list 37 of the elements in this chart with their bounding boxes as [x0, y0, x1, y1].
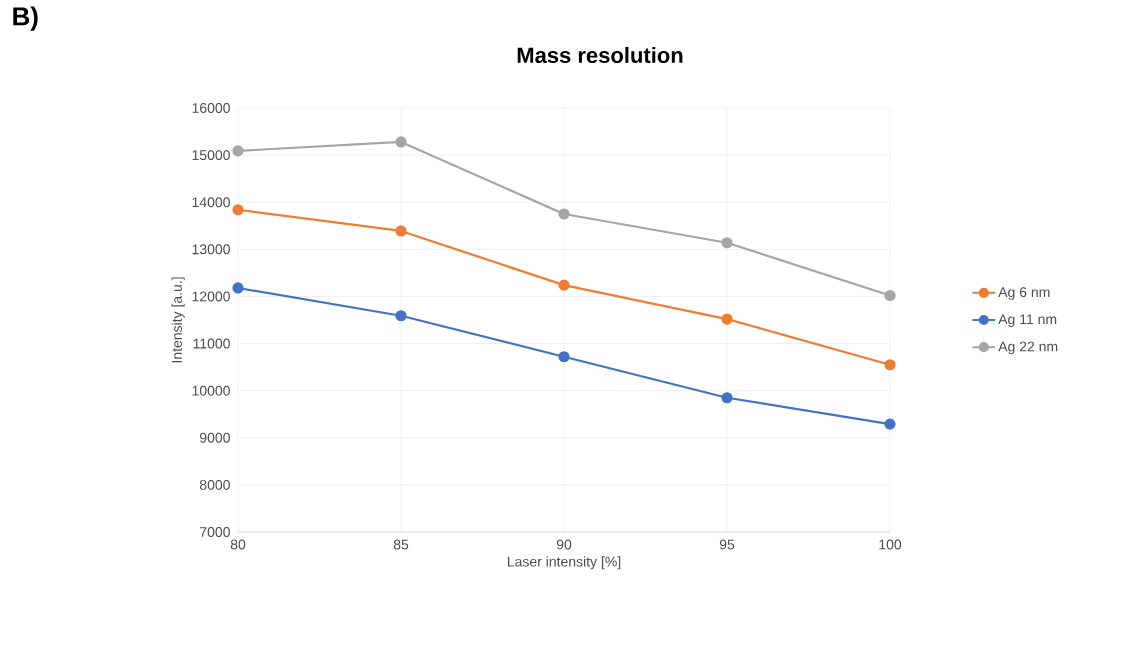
point [884, 289, 896, 302]
point [558, 351, 570, 363]
point [232, 145, 244, 157]
legend-label: Ag 22 nm [998, 341, 1058, 355]
legend-label: Ag 11 nm [998, 314, 1057, 327]
y-tick-label: 11000 [193, 338, 230, 349]
point [721, 392, 733, 404]
y-tick-label: 14000 [192, 197, 230, 208]
x-tick-label: 100 [879, 539, 902, 550]
y-axis-title: Intensity [a.u.] [171, 277, 185, 363]
point [232, 282, 244, 294]
y-tick-label: 15000 [192, 150, 230, 161]
point [232, 204, 244, 216]
point [721, 237, 733, 249]
x-tick-label: 90 [556, 539, 572, 550]
x-tick-label: 95 [719, 539, 735, 550]
point [884, 359, 896, 371]
text: B) [13, 6, 38, 31]
point [395, 225, 407, 237]
point [884, 418, 896, 430]
y-tick-label: 10000 [192, 385, 230, 396]
point [558, 279, 570, 291]
point [395, 310, 407, 322]
y-tick-label: 9000 [199, 432, 230, 443]
y-tick-label: 12000 [192, 291, 230, 302]
y-tick-label: 16000 [192, 103, 230, 113]
y-tick-label: 7000 [200, 527, 230, 537]
x-axis-title: Laser intensity [%] [507, 556, 621, 570]
point [721, 313, 733, 325]
y-tick-label: 13000 [192, 244, 230, 255]
legend-label: Ag 6 nm [998, 287, 1050, 300]
x-tick-label: 85 [393, 539, 409, 550]
point [558, 208, 570, 220]
point [395, 136, 407, 148]
y-tick-label: 8000 [199, 479, 230, 490]
chart-title: Mass resolution [517, 46, 683, 64]
x-tick-label: 80 [230, 539, 246, 550]
